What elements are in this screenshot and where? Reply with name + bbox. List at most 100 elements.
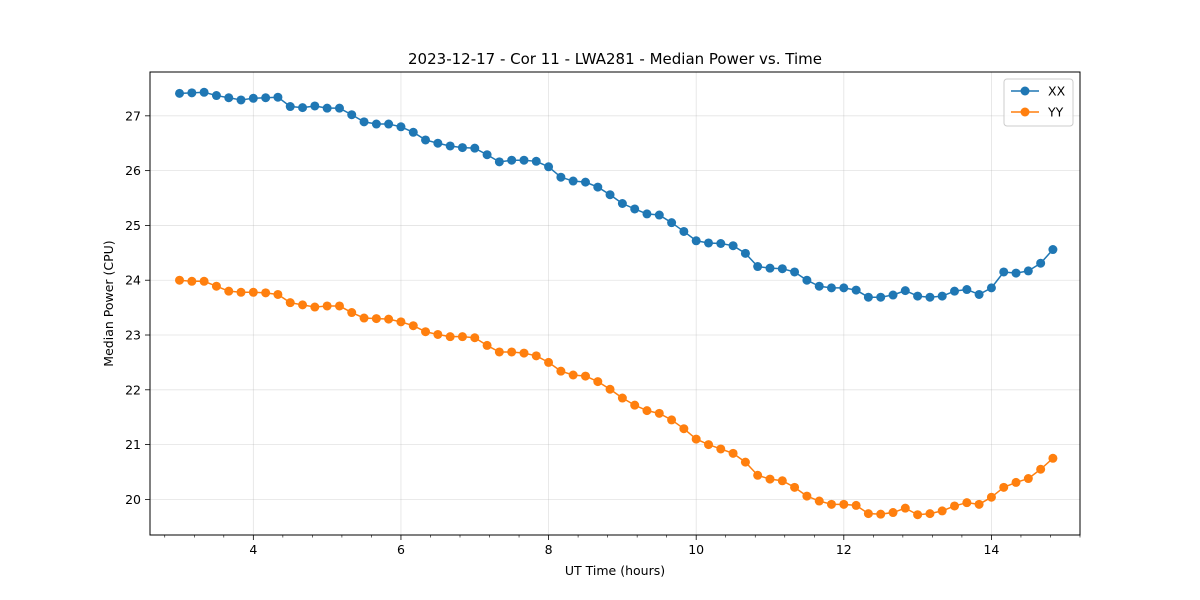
series-yy-point xyxy=(1048,453,1058,463)
series-yy-point xyxy=(851,500,861,510)
series-yy-point xyxy=(544,357,554,367)
y-tick-label: 20 xyxy=(125,492,141,507)
series-xx-point xyxy=(248,93,258,103)
series-yy-point xyxy=(974,499,984,509)
series-xx-point xyxy=(654,210,664,220)
series-yy-point xyxy=(986,492,996,502)
series-xx-point xyxy=(802,275,812,285)
series-yy-point xyxy=(1011,477,1021,487)
series-xx-point xyxy=(605,190,615,200)
series-xx-point xyxy=(445,141,455,151)
series-xx-point xyxy=(580,177,590,187)
series-yy-point xyxy=(261,288,271,298)
series-yy-point xyxy=(950,501,960,511)
series-xx-point xyxy=(482,150,492,160)
series-xx-point xyxy=(1023,266,1033,276)
series-xx-point xyxy=(900,286,910,296)
series-yy-point xyxy=(900,503,910,513)
series-xx-point xyxy=(913,291,923,301)
series-yy-point xyxy=(839,499,849,509)
series-xx-point xyxy=(753,262,763,272)
y-tick-label: 26 xyxy=(125,163,141,178)
series-yy-point xyxy=(913,510,923,520)
series-yy-point xyxy=(580,371,590,381)
series-xx-point xyxy=(322,103,332,113)
series-yy-point xyxy=(777,476,787,486)
series-xx-point xyxy=(544,162,554,172)
series-yy-point xyxy=(470,333,480,343)
series-yy-point xyxy=(175,275,185,285)
series-xx-point xyxy=(531,156,541,166)
legend: XX YY xyxy=(1003,78,1074,127)
series-xx-point xyxy=(211,91,221,101)
series-yy-point xyxy=(531,351,541,361)
legend-xx-marker xyxy=(1020,86,1030,96)
series-xx-point xyxy=(593,182,603,192)
series-xx-point xyxy=(199,87,209,97)
series-yy-point xyxy=(937,506,947,516)
y-tick-label: 27 xyxy=(125,108,141,123)
series-yy-point xyxy=(753,470,763,480)
series-yy-point xyxy=(863,509,873,519)
series-yy-point xyxy=(359,313,369,323)
series-yy-point xyxy=(704,440,714,450)
series-yy-point xyxy=(224,286,234,296)
series-xx-point xyxy=(863,292,873,302)
series-xx-point xyxy=(187,88,197,98)
series-yy-point xyxy=(728,448,738,458)
series-xx-point xyxy=(298,103,308,113)
series-yy-point xyxy=(790,482,800,492)
series-yy-point xyxy=(642,406,652,416)
series-yy-point xyxy=(384,314,394,324)
series-xx-point xyxy=(691,236,701,246)
series-xx-point xyxy=(986,283,996,293)
series-xx-point xyxy=(457,143,467,153)
y-tick-label: 23 xyxy=(125,328,141,343)
y-tick-label: 24 xyxy=(125,273,141,288)
series-xx-point xyxy=(630,204,640,214)
series-xx-point xyxy=(974,289,984,299)
series-xx-point xyxy=(851,285,861,295)
series-xx-point xyxy=(716,239,726,248)
series-yy-point xyxy=(765,474,775,484)
series-xx-point xyxy=(273,92,283,102)
x-tick-label: 4 xyxy=(249,542,257,557)
series-xx-point xyxy=(667,218,677,228)
series-yy-point xyxy=(617,393,627,403)
series-yy-point xyxy=(1036,464,1046,474)
y-axis-label: Median Power (CPU) xyxy=(101,240,116,366)
series-yy-point xyxy=(1023,474,1033,484)
series-yy-point xyxy=(925,509,935,519)
axis-ticks: 4 6 8 10 12 14 20 21 22 23 24 25 26 27 xyxy=(125,108,1081,557)
x-tick-label: 6 xyxy=(397,542,405,557)
series-xx-point xyxy=(507,155,517,165)
series-xx-point xyxy=(236,95,246,105)
series-layer xyxy=(175,87,1058,520)
series-xx-point xyxy=(642,209,652,219)
series-xx-point xyxy=(175,88,185,98)
series-yy-point xyxy=(211,281,221,291)
series-yy-point xyxy=(679,424,689,434)
series-xx-point xyxy=(826,283,836,293)
series-xx-point xyxy=(568,176,578,186)
series-xx-point xyxy=(876,292,886,302)
y-tick-label: 22 xyxy=(125,382,141,397)
series-yy xyxy=(175,275,1058,520)
series-xx-point xyxy=(433,138,443,148)
series-yy-point xyxy=(999,482,1009,492)
series-yy-point xyxy=(236,287,246,297)
series-yy-point xyxy=(347,308,357,318)
series-xx-point xyxy=(1036,258,1046,268)
series-yy-point xyxy=(667,415,677,425)
series-xx-point xyxy=(334,103,344,113)
series-xx-point xyxy=(777,264,787,274)
series-xx-point xyxy=(1048,245,1058,255)
series-xx-point xyxy=(765,263,775,273)
series-yy-point xyxy=(826,499,836,509)
plot-frame xyxy=(149,71,1081,536)
series-yy-point xyxy=(248,287,258,297)
series-xx-point xyxy=(925,292,935,302)
series-xx-point xyxy=(371,119,381,129)
series-xx-point xyxy=(470,143,480,153)
